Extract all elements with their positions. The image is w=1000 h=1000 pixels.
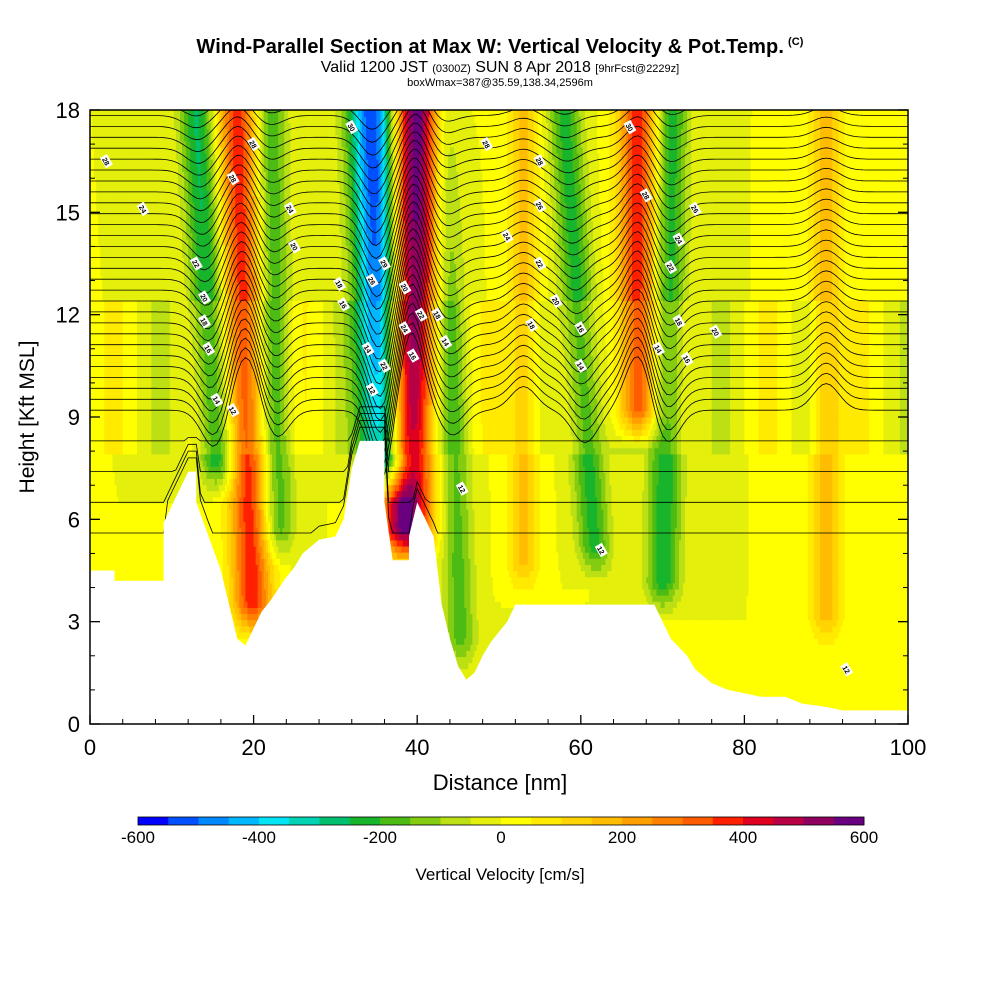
cross-section-chart: 2824282824202220181614123029261816141222…	[0, 0, 1000, 1000]
